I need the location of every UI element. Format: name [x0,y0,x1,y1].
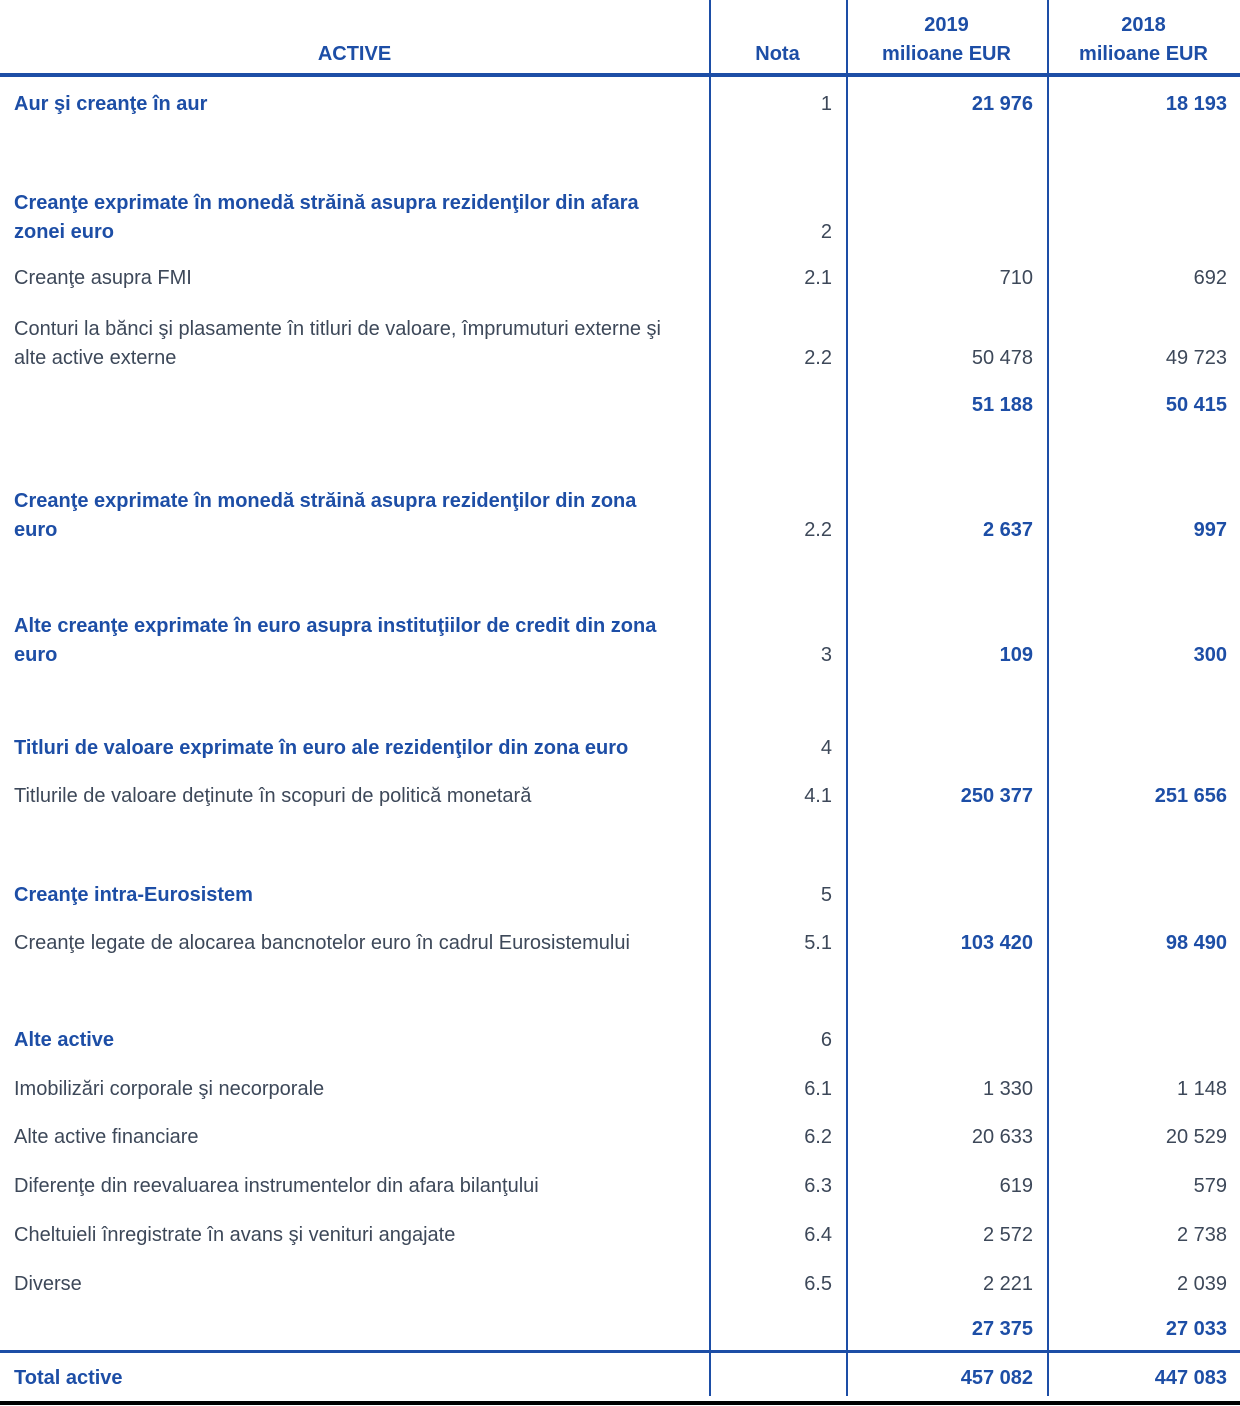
table-row: Alte active financiare 6.2 20 633 20 529 [0,1123,1240,1152]
row-value-2019: 457 082 [960,1367,1033,1389]
row-label: Titlurile de valoare deţinute în scopuri… [14,785,532,807]
row-label: Diverse [14,1273,82,1295]
row-value-2018: 997 [1193,519,1227,541]
row-label: Creanţe legate de alocarea bancnotelor e… [14,932,630,954]
row-note: 6.2 [804,1126,832,1148]
row-value-2019: 1 330 [982,1078,1033,1100]
table-row: Titluri de valoare exprimate în euro ale… [0,734,1240,763]
column-header-2018-unit: milioane EUR [1079,43,1208,65]
row-label: Imobilizări corporale şi necorporale [14,1078,325,1100]
row-note: 2.1 [804,267,832,289]
row-value-2019: 619 [999,1175,1033,1197]
table-row: Diferenţe din reevaluarea instrumentelor… [0,1172,1240,1201]
row-value-2019: 21 976 [971,93,1033,115]
row-value-2018: 20 529 [1165,1126,1227,1148]
row-value-2018: 692 [1193,267,1227,289]
total-rule [0,1350,1240,1353]
column-header-2019-unit: milioane EUR [882,43,1011,65]
row-note: 4 [820,737,832,759]
row-value-2018: 579 [1193,1175,1227,1197]
row-note: 2.2 [804,347,832,369]
bottom-rule [0,1401,1240,1405]
row-value-2019: 2 637 [982,519,1033,541]
table-row: Creanţe legate de alocarea bancnotelor e… [0,929,1240,958]
row-value-2018: 447 083 [1154,1367,1227,1389]
row-note: 6.3 [804,1175,832,1197]
row-value-2019: 50 478 [971,347,1033,369]
row-value-2018: 98 490 [1165,932,1227,954]
table-row: Creanţe exprimate în monedă străină asup… [0,487,1240,545]
table-row: Diverse 6.5 2 221 2 039 [0,1270,1240,1299]
column-divider-assets-note [709,0,711,1396]
column-header-2018-year: 2018 [1121,14,1166,36]
column-header-2018: 2018 milioane EUR [1047,11,1240,69]
row-value-2019: 20 633 [971,1126,1033,1148]
row-value-2019: 27 375 [971,1318,1033,1340]
table-row: Creanţe intra-Eurosistem 5 [0,881,1240,910]
row-value-2018: 1 148 [1176,1078,1227,1100]
table-row: Imobilizări corporale şi necorporale 6.1 1… [0,1075,1240,1104]
row-label: Cheltuieli înregistrate în avans şi veni… [14,1224,456,1246]
row-value-2019: 2 221 [982,1273,1033,1295]
table-row: Alte active 6 [0,1026,1240,1055]
row-value-2018: 50 415 [1165,394,1227,416]
table-row: Total active 457 082 447 083 [0,1364,1240,1393]
row-label: Alte creanţe exprimate în euro asupra in… [14,615,657,666]
row-label: Conturi la bănci şi plasamente în titlur… [14,318,661,369]
row-note: 6 [820,1029,832,1051]
row-note: 2.2 [804,519,832,541]
row-value-2019: 2 572 [982,1224,1033,1246]
column-divider-note-2019 [846,0,848,1396]
row-value-2018: 2 039 [1176,1273,1227,1295]
column-divider-2019-2018 [1047,0,1049,1396]
row-label: Creanţe exprimate în monedă străină asup… [14,192,639,243]
row-label: Aur şi creanţe în aur [14,93,208,115]
row-note: 2 [820,221,832,243]
column-header-note: Nota [755,43,800,65]
row-note: 1 [820,93,832,115]
row-value-2019: 51 188 [971,394,1033,416]
row-value-2018: 18 193 [1165,93,1227,115]
table-row: Conturi la bănci şi plasamente în titlur… [0,315,1240,373]
row-value-2019: 250 377 [960,785,1033,807]
row-label: Creanţe intra-Eurosistem [14,884,253,906]
row-label: Titluri de valoare exprimate în euro ale… [14,737,629,759]
table-row: 27 375 27 033 [0,1315,1240,1344]
table-row: Alte creanţe exprimate în euro asupra in… [0,612,1240,670]
table-row: Titlurile de valoare deţinute în scopuri… [0,782,1240,811]
table-row: Creanţe exprimate în monedă străină asup… [0,189,1240,247]
row-label: Alte active financiare [14,1126,199,1148]
table-row: 51 188 50 415 [0,391,1240,420]
table-row: Aur şi creanţe în aur 1 21 976 18 193 [0,90,1240,119]
row-value-2019: 710 [999,267,1033,289]
row-note: 5.1 [804,932,832,954]
row-note: 6.4 [804,1224,832,1246]
row-label: Creanţe asupra FMI [14,267,192,289]
row-label: Alte active [14,1029,115,1051]
row-note: 6.5 [804,1273,832,1295]
row-value-2018: 2 738 [1176,1224,1227,1246]
row-value-2018: 251 656 [1154,785,1227,807]
row-value-2018: 27 033 [1165,1318,1227,1340]
row-note: 3 [820,644,832,666]
row-note: 4.1 [804,785,832,807]
row-note: 5 [820,884,832,906]
row-value-2019: 103 420 [960,932,1033,954]
table-row: Cheltuieli înregistrate în avans şi veni… [0,1221,1240,1250]
row-note: 6.1 [804,1078,832,1100]
row-value-2019: 109 [999,644,1033,666]
row-label: Creanţe exprimate în monedă străină asup… [14,490,637,541]
row-label: Total active [14,1367,123,1389]
row-value-2018: 300 [1193,644,1227,666]
column-header-assets: ACTIVE [317,43,392,65]
column-header-2019: 2019 milioane EUR [846,11,1047,69]
table-row: Creanţe asupra FMI 2.1 710 692 [0,264,1240,293]
column-header-2019-year: 2019 [924,14,969,36]
row-value-2018: 49 723 [1165,347,1227,369]
row-label: Diferenţe din reevaluarea instrumentelor… [14,1175,539,1197]
header-rule [0,73,1240,77]
